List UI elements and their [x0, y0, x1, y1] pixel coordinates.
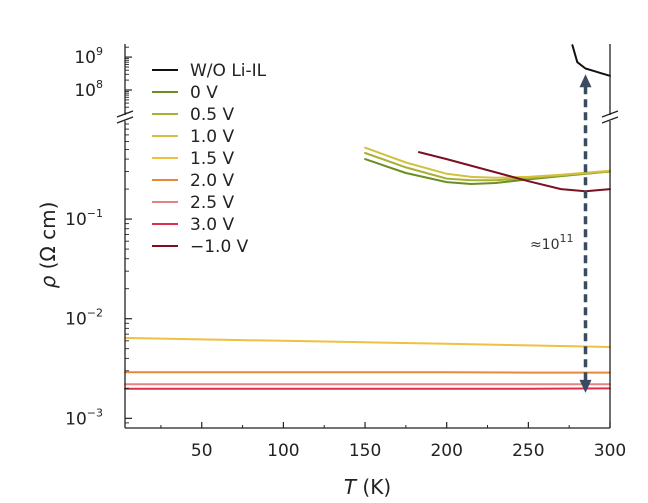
legend-entry: 0 V: [190, 83, 218, 103]
series-line-8: [417, 151, 611, 193]
y-tick-label: 10−2: [65, 307, 103, 330]
x-tick-label: 250: [512, 441, 544, 461]
legend-entry: 1.0 V: [190, 127, 234, 147]
series-line-2: [364, 152, 611, 182]
x-tick-label: 200: [430, 441, 462, 461]
axis-break-mark: [116, 116, 134, 124]
legend-entry: 3.0 V: [190, 215, 234, 235]
series-line-4: [124, 337, 611, 348]
y-axis-title: ρ (Ω cm): [36, 202, 60, 289]
left-break-gap: [119, 115, 131, 121]
x-tick-label: 100: [267, 441, 299, 461]
right-break-gap: [604, 115, 616, 121]
y-tick-label: 10−3: [65, 406, 103, 429]
legend-entry: 0.5 V: [190, 105, 234, 125]
annotation-arrow-head-down: [579, 379, 592, 393]
axis-break-mark: [601, 116, 619, 124]
legend-entry: 2.5 V: [190, 193, 234, 213]
series-line-0: [571, 44, 611, 77]
y-tick-label: 108: [74, 78, 103, 101]
legend-entry: W/O Li-IL: [190, 61, 267, 81]
x-tick-label: 300: [594, 441, 626, 461]
annotation-label: ≈1011: [530, 232, 574, 253]
axis-break-mark: [116, 110, 134, 118]
x-tick-label: 50: [191, 441, 213, 461]
legend-entry: 2.0 V: [190, 171, 234, 191]
x-tick-label: 150: [349, 441, 381, 461]
legend-entry: 1.5 V: [190, 149, 234, 169]
annotation-arrow-head-up: [579, 74, 592, 88]
axis-break-mark: [601, 110, 619, 118]
y-tick-label: 10−1: [65, 207, 103, 230]
x-axis-title: T (K): [344, 475, 391, 499]
y-tick-label: 109: [74, 45, 103, 68]
series-line-3: [364, 146, 611, 179]
legend-entry: −1.0 V: [190, 237, 249, 257]
